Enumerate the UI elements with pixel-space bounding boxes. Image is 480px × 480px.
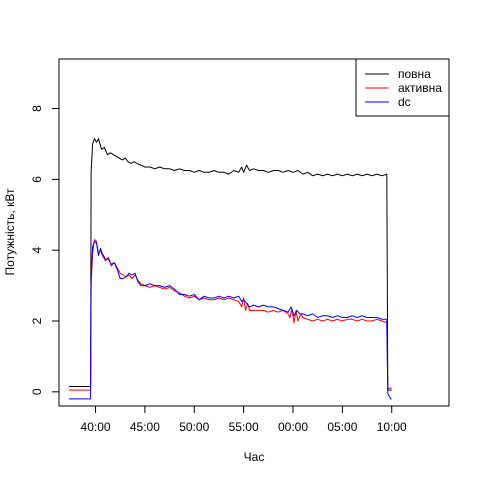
x-tick-label: 45:00 — [130, 420, 160, 434]
x-axis-label: Час — [244, 450, 265, 464]
y-tick-label: 4 — [30, 247, 44, 254]
legend: повна активна dc — [355, 58, 450, 117]
legend-label-aktyvna: активна — [398, 81, 442, 95]
y-axis: 0 2 4 6 8 — [30, 105, 60, 395]
x-tick-label: 05:00 — [327, 420, 357, 434]
x-tick-label: 55:00 — [229, 420, 259, 434]
series-line-povna — [68, 138, 392, 391]
legend-label-povna: повна — [398, 67, 431, 81]
y-tick-label: 0 — [30, 388, 44, 395]
x-tick-label: 40:00 — [81, 420, 111, 434]
series-line-aktyvna — [68, 239, 392, 391]
legend-box — [355, 58, 450, 117]
y-tick-label: 6 — [30, 176, 44, 183]
x-tick-label: 50:00 — [179, 420, 209, 434]
legend-label-dc: dc — [398, 95, 411, 109]
y-tick-label: 2 — [30, 317, 44, 324]
series-line-dc — [68, 240, 392, 400]
series-layer — [68, 138, 392, 400]
x-tick-label: 00:00 — [278, 420, 308, 434]
y-tick-label: 8 — [30, 105, 44, 112]
x-axis: 40:00 45:00 50:00 55:00 00:00 05:00 10:00 — [81, 405, 407, 434]
y-axis-label: Потужність, кВт — [3, 188, 17, 275]
x-tick-label: 10:00 — [377, 420, 407, 434]
